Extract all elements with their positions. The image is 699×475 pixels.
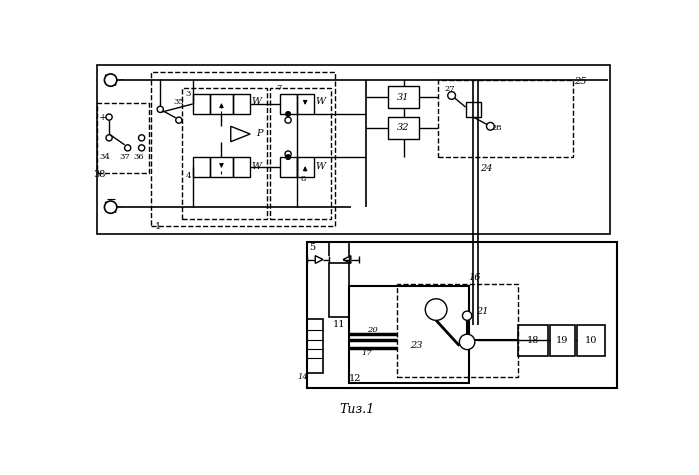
Text: 20: 20 bbox=[367, 326, 378, 334]
Circle shape bbox=[487, 123, 494, 130]
Bar bbox=[210, 157, 233, 177]
Bar bbox=[329, 263, 350, 317]
Bar bbox=[350, 286, 470, 383]
Circle shape bbox=[425, 299, 447, 320]
Circle shape bbox=[106, 135, 112, 141]
Text: 34: 34 bbox=[99, 153, 110, 161]
Bar bbox=[193, 157, 210, 177]
Text: 28: 28 bbox=[491, 124, 502, 132]
Text: 8: 8 bbox=[300, 175, 305, 183]
Text: 27: 27 bbox=[445, 86, 455, 94]
Circle shape bbox=[104, 74, 117, 86]
Text: 3: 3 bbox=[185, 90, 191, 98]
Bar bbox=[550, 325, 575, 356]
Circle shape bbox=[138, 145, 145, 151]
Text: 36: 36 bbox=[134, 153, 144, 161]
Circle shape bbox=[285, 151, 291, 157]
Circle shape bbox=[106, 114, 112, 120]
Bar bbox=[210, 94, 233, 114]
Text: 12: 12 bbox=[349, 374, 361, 383]
Text: 21: 21 bbox=[477, 306, 489, 315]
Bar bbox=[308, 242, 617, 388]
Circle shape bbox=[175, 117, 182, 123]
Text: 4: 4 bbox=[185, 172, 191, 180]
Text: 35: 35 bbox=[173, 98, 185, 105]
Bar bbox=[193, 94, 210, 114]
Text: 7: 7 bbox=[276, 84, 282, 92]
Text: 32: 32 bbox=[397, 124, 410, 133]
Text: 17: 17 bbox=[361, 350, 372, 358]
Bar bbox=[96, 65, 610, 234]
Text: P: P bbox=[256, 130, 263, 139]
Text: W: W bbox=[252, 97, 261, 106]
Bar bbox=[308, 319, 323, 373]
Bar bbox=[96, 103, 150, 172]
Bar bbox=[271, 88, 331, 218]
Text: 23: 23 bbox=[410, 341, 423, 350]
Text: 25: 25 bbox=[574, 77, 586, 86]
Bar bbox=[280, 94, 296, 114]
Text: 5: 5 bbox=[309, 244, 315, 252]
Text: W: W bbox=[315, 97, 325, 106]
Circle shape bbox=[124, 145, 131, 151]
Bar bbox=[296, 94, 314, 114]
Bar bbox=[577, 325, 605, 356]
Text: 24: 24 bbox=[480, 164, 493, 173]
Circle shape bbox=[286, 155, 290, 160]
Bar bbox=[466, 102, 481, 117]
Text: 1: 1 bbox=[154, 222, 161, 231]
Text: 31: 31 bbox=[397, 93, 410, 102]
Text: -: - bbox=[120, 74, 124, 86]
Bar bbox=[518, 325, 548, 356]
Text: 37: 37 bbox=[120, 153, 130, 161]
Circle shape bbox=[286, 112, 290, 116]
Bar bbox=[233, 157, 250, 177]
Text: Τиз.1: Τиз.1 bbox=[340, 403, 375, 416]
Circle shape bbox=[285, 117, 291, 123]
Bar bbox=[438, 80, 573, 157]
Text: W: W bbox=[252, 162, 261, 171]
Circle shape bbox=[104, 201, 117, 213]
Text: +: + bbox=[99, 113, 107, 122]
Text: 38: 38 bbox=[94, 170, 106, 179]
Text: 18: 18 bbox=[527, 336, 539, 345]
Circle shape bbox=[463, 311, 472, 320]
Circle shape bbox=[448, 92, 456, 99]
Circle shape bbox=[138, 135, 145, 141]
Circle shape bbox=[157, 106, 164, 113]
Bar bbox=[388, 86, 419, 108]
Text: 10: 10 bbox=[585, 336, 598, 345]
Text: —: — bbox=[114, 202, 122, 210]
Bar bbox=[296, 157, 314, 177]
Bar bbox=[233, 94, 250, 114]
Text: 11: 11 bbox=[333, 321, 345, 330]
Bar bbox=[182, 88, 267, 218]
Bar bbox=[388, 117, 419, 139]
Text: W: W bbox=[315, 162, 325, 171]
Circle shape bbox=[459, 334, 475, 350]
Text: 14: 14 bbox=[298, 372, 308, 380]
Bar bbox=[280, 157, 296, 177]
Bar bbox=[397, 284, 517, 377]
Text: 19: 19 bbox=[556, 336, 569, 345]
Bar bbox=[151, 72, 336, 227]
Text: 16: 16 bbox=[468, 274, 481, 283]
